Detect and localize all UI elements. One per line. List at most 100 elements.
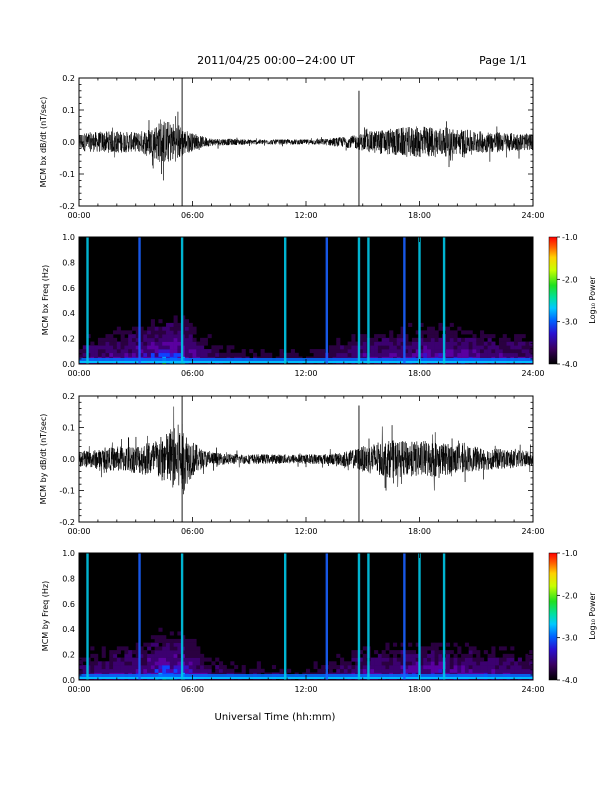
spectrogram-cell [480,668,485,673]
spectrogram-cell [192,650,197,655]
spectrogram-cell [143,337,148,342]
spectrogram-cell [336,352,341,357]
spectrogram-cell [521,341,526,346]
broadband-line [283,553,287,680]
spectrogram-cell [381,352,386,357]
spectrogram-cell [374,334,379,339]
spectrogram-cell [411,349,417,354]
spectrogram-cell [188,646,193,651]
spectrogram-cell [139,341,144,346]
spectrogram-cell [476,345,481,350]
spectrogram-cell [427,646,432,651]
spectrogram-cell [445,642,451,647]
spectrogram-cell [294,352,299,357]
spectrogram-cell [404,668,409,673]
spectrogram-cell [358,349,364,354]
spectrogram-cell [166,638,171,643]
spectrogram-cell [404,650,409,655]
spectrogram-cell [461,665,466,670]
spectrogram-cell [184,642,190,647]
spectrogram-cell [430,326,435,331]
spectrogram-cell [404,349,409,354]
spectrogram-cell [169,631,174,636]
spectrogram-cell [188,341,193,346]
spectrogram-cell [124,349,129,354]
spectrogram-cell [453,337,458,342]
spectrogram-cell [135,665,140,670]
spectrogram-cell [419,650,424,655]
spectrogram-cell [400,330,405,335]
y-tick-label: -0.2 [59,518,75,527]
y-tick-label: 0.1 [62,106,75,115]
spectrogram-cell [97,352,102,357]
spectrogram-cell [147,653,152,658]
spectrogram-cell [423,337,428,342]
spectrogram-cell [506,341,511,346]
spectrogram-cell [498,665,504,670]
spectrogram-cell [502,352,507,357]
spectrogram-cell [116,341,121,346]
spectrogram-cell [525,668,530,673]
spectrogram-cell [427,657,432,662]
spectrogram-cell [147,349,152,354]
spectrogram-cell [529,349,534,354]
spectrogram-cell [135,668,140,673]
spectrogram-cell [415,341,420,346]
spectrogram-cell [90,653,95,658]
broadband-line [138,237,141,364]
spectrogram-cell [173,668,178,673]
spectrogram-cell [166,341,171,346]
spectrogram-cell [207,334,212,339]
spectrogram-cell [449,322,454,327]
spectrogram-cell [336,341,341,346]
broadband-line [283,237,287,364]
spectrogram-cell [514,334,519,339]
spectrogram-cell [464,661,469,666]
spectrogram-cell [385,661,390,666]
spectrogram-cell [200,341,205,346]
spectrogram-cell [120,337,125,342]
spectrogram-cell [487,653,492,658]
spectrogram-cell [184,330,190,335]
spectrogram-cell [150,330,155,335]
y-tick-label: 0.4 [62,625,75,634]
spectrogram-cell [521,334,526,339]
spectrogram-cell [404,352,409,357]
spectrogram-cell [105,349,110,354]
spectrogram-cell [408,650,413,655]
spectrogram-cell [347,668,352,673]
spectrogram-cell [529,661,534,666]
spectrogram-cell [445,650,451,655]
spectrogram-cell [411,665,417,670]
spectrogram-cell [415,352,420,357]
spectrogram-cell [423,352,428,357]
by-freq-ylabel: MCM by Freq (Hz) [41,581,50,651]
spectrogram-cell [147,642,152,647]
spectrogram-cell [188,334,193,339]
spectrogram-cell [94,345,99,350]
spectrogram-cell [400,326,405,331]
spectrogram-cell [271,665,277,670]
spectrogram-cell [480,337,485,342]
x-tick-label: 00:00 [67,211,90,220]
spectrogram-cell [430,349,435,354]
spectrogram-cell [222,352,227,357]
spectrogram-cell [461,345,466,350]
spectrogram-cell [109,668,114,673]
spectrogram-cell [385,646,390,651]
spectrogram-cell [498,657,504,662]
broadband-line [367,237,370,364]
x-tick-label: 24:00 [521,211,544,220]
spectrogram-cell [253,352,258,357]
spectrogram-cell [514,665,519,670]
spectrogram-cell [385,352,390,357]
spectrogram-cell [343,349,348,354]
spectrogram-cell [150,665,155,670]
spectrogram-cell [408,352,413,357]
spectrogram-cell [483,661,488,666]
spectrogram-cell [82,349,87,354]
spectrogram-cell [147,337,152,342]
spectrogram-cell [200,349,205,354]
spectrogram-cell [480,334,485,339]
spectrogram-cell [230,661,235,666]
